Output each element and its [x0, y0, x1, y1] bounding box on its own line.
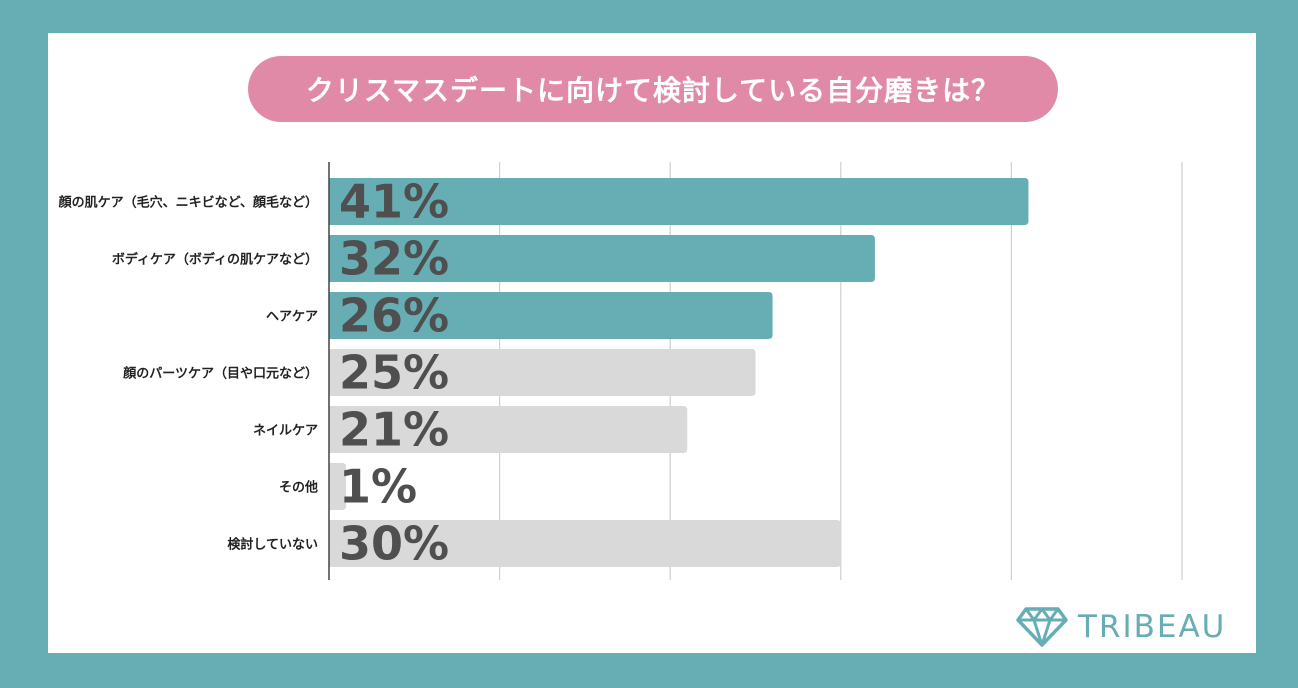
category-label: ボディケア（ボディの肌ケアなど） [112, 252, 318, 268]
category-label: その他 [279, 480, 318, 496]
bar-1 [329, 178, 1029, 225]
category-label: 顔の肌ケア（毛穴、ニキビなど、顔毛など） [58, 195, 318, 211]
value-label: 41% [339, 175, 449, 229]
chart-title-text: クリスマスデートに向けて検討している自分磨きは？ [305, 74, 1001, 107]
value-label: 1% [339, 460, 417, 514]
bar-7 [329, 520, 841, 567]
bar-5 [329, 406, 688, 453]
category-label: ネイルケア [253, 424, 318, 439]
category-label: 検討していない [227, 537, 318, 553]
bar-3 [329, 292, 773, 339]
value-label: 30% [339, 517, 449, 571]
bar-2 [329, 235, 875, 282]
brand-logo: TRIBEAU [1016, 603, 1226, 651]
category-label: 顔のパーツケア（目や口元など） [122, 366, 318, 382]
bar-6 [329, 463, 347, 510]
brand-name: TRIBEAU [1078, 609, 1227, 645]
value-label: 26% [339, 289, 449, 343]
diamond-icon [1016, 607, 1068, 647]
value-label: 32% [339, 232, 449, 286]
category-label: ヘアケア [266, 310, 318, 325]
chart-title: クリスマスデートに向けて検討している自分磨きは？ [248, 56, 1058, 122]
value-label: 25% [339, 346, 449, 400]
value-label: 21% [339, 403, 449, 457]
bar-4 [329, 349, 756, 396]
